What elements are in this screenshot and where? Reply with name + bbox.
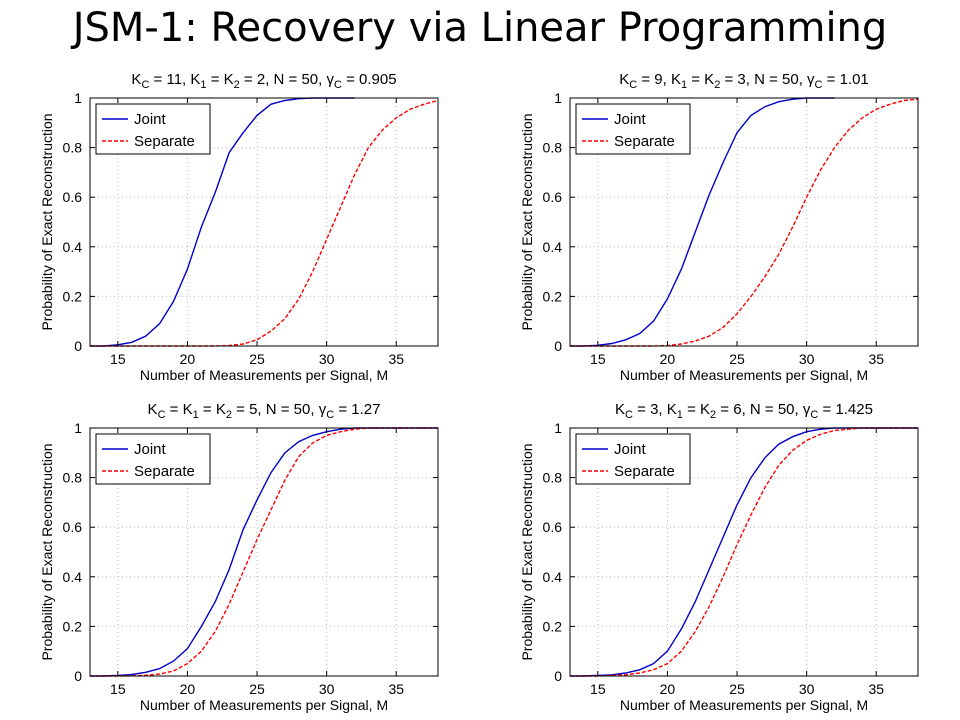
x-tick-label: 30 xyxy=(799,351,815,367)
legend-label-separate: Separate xyxy=(134,463,195,480)
y-tick-label: 0 xyxy=(554,338,562,354)
y-tick-label: 0.6 xyxy=(63,519,83,535)
axes-frame xyxy=(569,427,919,677)
x-axis-label: Number of Measurements per Signal, M xyxy=(620,697,868,713)
y-tick-label: 0 xyxy=(74,338,82,354)
x-tick-label: 15 xyxy=(110,351,126,367)
y-axis-label: Probability of Exact Reconstruction xyxy=(519,443,535,660)
legend-label-joint: Joint xyxy=(614,111,647,128)
y-axis-label: Probability of Exact Reconstruction xyxy=(519,113,535,330)
x-tick-label: 30 xyxy=(799,681,815,697)
y-tick-label: 0.2 xyxy=(63,618,83,634)
y-tick-label: 0.8 xyxy=(543,470,563,486)
x-tick-label: 15 xyxy=(590,351,606,367)
x-tick-label: 20 xyxy=(660,681,676,697)
chart-bottom-left: 15 20 25 30 35 0 0.2 0.4 0.6 0.8 1 Number of Measur… xyxy=(39,401,439,713)
legend-box xyxy=(95,433,211,485)
chart-title: KC = 9, K1 = K2 = 3, N = 50, γC = 1.01 xyxy=(619,71,869,91)
legend-label-separate: Separate xyxy=(134,133,195,150)
y-axis-label: Probability of Exact Reconstruction xyxy=(39,443,55,660)
y-tick-label: 0.6 xyxy=(543,189,563,205)
x-tick-label: 15 xyxy=(110,681,126,697)
y-tick-label: 0.6 xyxy=(63,189,83,205)
legend: Joint Separate xyxy=(95,433,211,485)
legend: Joint Separate xyxy=(575,103,691,155)
chart-title: KC = 3, K1 = K2 = 6, N = 50, γC = 1.425 xyxy=(615,401,873,421)
series-line-separate xyxy=(90,427,438,677)
x-tick-label: 30 xyxy=(319,681,335,697)
y-tick-label: 1 xyxy=(74,90,82,106)
y-tick-label: 0.4 xyxy=(543,569,563,585)
y-tick-label: 1 xyxy=(554,90,562,106)
x-axis-label: Number of Measurements per Signal, M xyxy=(140,697,388,713)
grid xyxy=(570,97,918,347)
grid xyxy=(570,427,918,677)
axes-frame xyxy=(89,97,439,347)
chart-title: KC = 11, K1 = K2 = 2, N = 50, γC = 0.905 xyxy=(131,71,396,91)
legend-box xyxy=(575,103,691,155)
grid xyxy=(90,427,438,677)
x-tick-label: 15 xyxy=(590,681,606,697)
y-tick-label: 0.4 xyxy=(543,239,563,255)
x-tick-label: 25 xyxy=(249,351,265,367)
axes-frame xyxy=(89,427,439,677)
chart-top-right: 15 20 25 30 35 0 0.2 0.4 0.6 0.8 1 Number of Measur… xyxy=(519,71,919,383)
legend-label-joint: Joint xyxy=(134,111,167,128)
legend-label-joint: Joint xyxy=(134,441,167,458)
y-tick-label: 0.4 xyxy=(63,239,83,255)
axes-frame xyxy=(569,97,919,347)
slide-title: JSM-1: Recovery via Linear Programming xyxy=(72,5,888,51)
y-tick-label: 0.4 xyxy=(63,569,83,585)
x-tick-label: 20 xyxy=(180,351,196,367)
y-tick-label: 0.8 xyxy=(63,140,83,156)
legend-label-separate: Separate xyxy=(614,133,675,150)
y-tick-label: 0.2 xyxy=(543,618,563,634)
y-axis-label: Probability of Exact Reconstruction xyxy=(39,113,55,330)
x-axis-label: Number of Measurements per Signal, M xyxy=(620,367,868,383)
x-tick-label: 25 xyxy=(729,681,745,697)
x-tick-label: 25 xyxy=(249,681,265,697)
legend-box xyxy=(575,433,691,485)
y-tick-label: 0 xyxy=(554,668,562,684)
y-tick-label: 0.6 xyxy=(543,519,563,535)
y-tick-label: 0.8 xyxy=(63,470,83,486)
x-tick-label: 20 xyxy=(180,681,196,697)
chart-bottom-right: 15 20 25 30 35 0 0.2 0.4 0.6 0.8 1 Number of Measur… xyxy=(519,401,919,713)
legend-label-joint: Joint xyxy=(614,441,647,458)
chart-top-left: 15 20 25 30 35 0 0.2 0.4 0.6 0.8 1 Number of Measur… xyxy=(39,71,439,383)
legend: Joint Separate xyxy=(575,433,691,485)
y-tick-label: 0.8 xyxy=(543,140,563,156)
legend-label-separate: Separate xyxy=(614,463,675,480)
x-tick-label: 35 xyxy=(388,681,404,697)
x-tick-label: 20 xyxy=(660,351,676,367)
x-tick-label: 35 xyxy=(868,351,884,367)
y-tick-label: 1 xyxy=(554,420,562,436)
x-axis-label: Number of Measurements per Signal, M xyxy=(140,367,388,383)
x-tick-label: 30 xyxy=(319,351,335,367)
series-line-separate xyxy=(90,99,439,347)
y-tick-label: 0.2 xyxy=(63,288,83,304)
x-tick-label: 25 xyxy=(729,351,745,367)
chart-title: KC = K1 = K2 = 5, N = 50, γC = 1.27 xyxy=(148,401,381,421)
y-tick-label: 0.2 xyxy=(543,288,563,304)
legend: Joint Separate xyxy=(95,103,211,155)
series-line-separate xyxy=(570,98,919,347)
y-tick-label: 0 xyxy=(74,668,82,684)
series-line-joint xyxy=(570,97,835,347)
x-tick-label: 35 xyxy=(388,351,404,367)
y-tick-label: 1 xyxy=(74,420,82,436)
x-tick-label: 35 xyxy=(868,681,884,697)
grid xyxy=(90,97,438,347)
legend-box xyxy=(95,103,211,155)
